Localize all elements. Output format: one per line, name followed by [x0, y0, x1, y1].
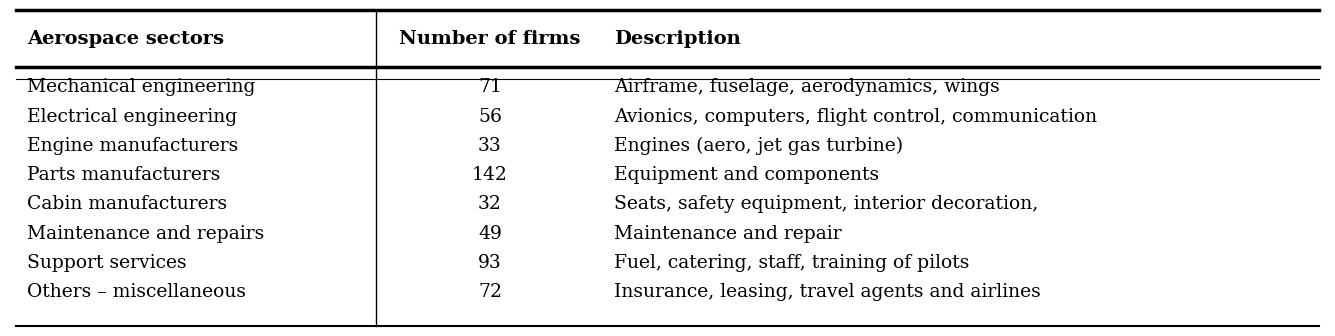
- Text: 142: 142: [473, 166, 507, 184]
- Text: Engines (aero, jet gas turbine): Engines (aero, jet gas turbine): [614, 137, 904, 155]
- Text: Fuel, catering, staff, training of pilots: Fuel, catering, staff, training of pilot…: [614, 254, 969, 272]
- Text: 71: 71: [478, 78, 502, 96]
- Text: Airframe, fuselage, aerodynamics, wings: Airframe, fuselage, aerodynamics, wings: [614, 78, 1000, 96]
- Text: Mechanical engineering: Mechanical engineering: [27, 78, 255, 96]
- Text: Aerospace sectors: Aerospace sectors: [27, 30, 224, 48]
- Text: Maintenance and repairs: Maintenance and repairs: [27, 224, 264, 243]
- Text: Equipment and components: Equipment and components: [614, 166, 880, 184]
- Text: 72: 72: [478, 283, 502, 301]
- Text: 56: 56: [478, 108, 502, 126]
- Text: Parts manufacturers: Parts manufacturers: [27, 166, 220, 184]
- Text: Electrical engineering: Electrical engineering: [27, 108, 236, 126]
- Text: 33: 33: [478, 137, 502, 155]
- Text: 93: 93: [478, 254, 502, 272]
- Text: Support services: Support services: [27, 254, 187, 272]
- Text: Description: Description: [614, 30, 741, 48]
- Text: Cabin manufacturers: Cabin manufacturers: [27, 195, 227, 213]
- Text: Number of firms: Number of firms: [399, 30, 581, 48]
- Text: Engine manufacturers: Engine manufacturers: [27, 137, 238, 155]
- Text: 32: 32: [478, 195, 502, 213]
- Text: Seats, safety equipment, interior decoration,: Seats, safety equipment, interior decora…: [614, 195, 1039, 213]
- Text: Insurance, leasing, travel agents and airlines: Insurance, leasing, travel agents and ai…: [614, 283, 1041, 301]
- Text: Others – miscellaneous: Others – miscellaneous: [27, 283, 246, 301]
- Text: 49: 49: [478, 224, 502, 243]
- Text: Avionics, computers, flight control, communication: Avionics, computers, flight control, com…: [614, 108, 1097, 126]
- Text: Maintenance and repair: Maintenance and repair: [614, 224, 842, 243]
